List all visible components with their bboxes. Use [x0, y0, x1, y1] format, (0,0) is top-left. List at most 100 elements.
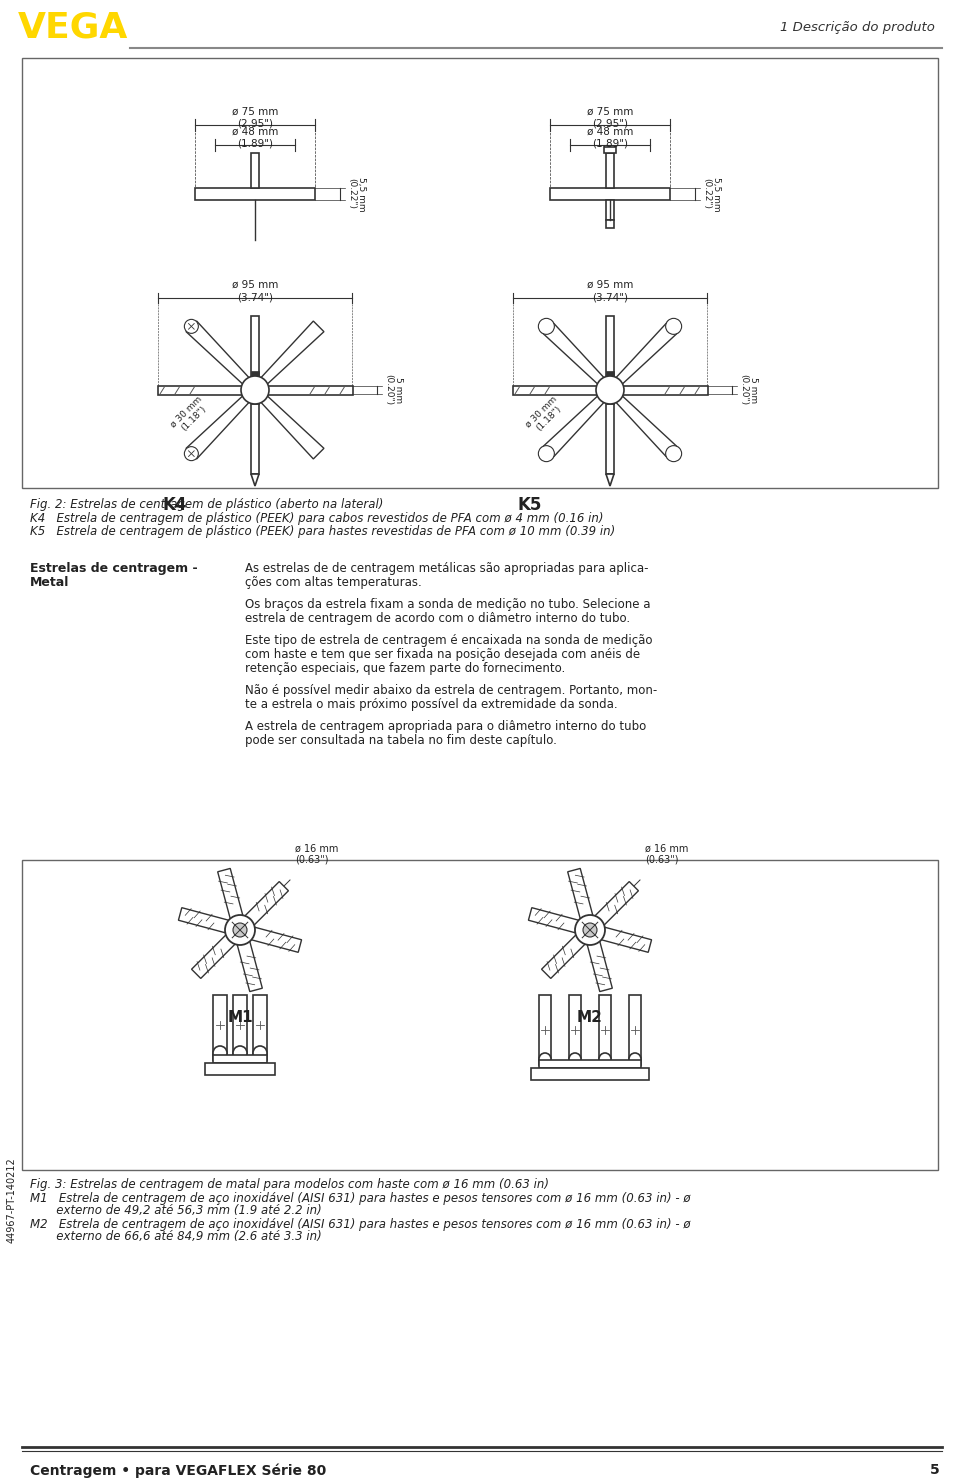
Circle shape: [665, 318, 682, 335]
Bar: [158, 387, 353, 395]
Circle shape: [596, 376, 624, 404]
Text: 5 mm
(0.20"): 5 mm (0.20"): [739, 375, 758, 406]
Text: Metal: Metal: [30, 576, 69, 589]
Bar: [213, 995, 227, 1060]
Text: K4   Estrela de centragem de plástico (PEEK) para cabos revestidos de PFA com ø : K4 Estrela de centragem de plástico (PEE…: [30, 512, 604, 524]
Bar: [539, 995, 551, 1065]
Text: externo de 49,2 até 56,3 mm (1.9 até 2.2 in): externo de 49,2 até 56,3 mm (1.9 até 2.2…: [30, 1204, 322, 1217]
Text: externo de 66,6 até 84,9 mm (2.6 até 3.3 in): externo de 66,6 até 84,9 mm (2.6 até 3.3…: [30, 1231, 322, 1243]
Text: 5 mm
(0.20"): 5 mm (0.20"): [384, 375, 403, 406]
Text: ções com altas temperaturas.: ções com altas temperaturas.: [245, 576, 421, 589]
Bar: [539, 1060, 641, 1068]
Text: (3.74"): (3.74"): [592, 292, 628, 302]
Polygon shape: [251, 474, 259, 486]
Polygon shape: [179, 908, 242, 936]
Circle shape: [665, 446, 682, 462]
Circle shape: [583, 923, 597, 937]
Bar: [22, 860, 938, 1170]
Bar: [22, 58, 938, 489]
Bar: [251, 315, 259, 387]
Text: 5,5 mm
(0.22"): 5,5 mm (0.22"): [702, 176, 721, 212]
Bar: [629, 995, 641, 1065]
Text: ø 95 mm: ø 95 mm: [231, 280, 278, 290]
Circle shape: [225, 915, 255, 945]
Bar: [606, 394, 614, 474]
Text: M2   Estrela de centragem de aço inoxidável (AISI 631) para hastes e pesos tenso: M2 Estrela de centragem de aço inoxidáve…: [30, 1217, 690, 1231]
Bar: [606, 372, 614, 376]
Circle shape: [213, 1046, 227, 1060]
Circle shape: [184, 320, 199, 333]
Text: Fig. 2: Estrelas de centragem de plástico (aberto na lateral): Fig. 2: Estrelas de centragem de plástic…: [30, 498, 383, 511]
Text: Centragem • para VEGAFLEX Série 80: Centragem • para VEGAFLEX Série 80: [30, 1463, 326, 1478]
Text: ø 75 mm: ø 75 mm: [587, 107, 634, 117]
Text: (2.95"): (2.95"): [237, 118, 273, 129]
Polygon shape: [192, 926, 245, 979]
Text: ø 95 mm: ø 95 mm: [587, 280, 634, 290]
Bar: [213, 1054, 267, 1063]
Text: K5   Estrela de centragem de plástico (PEEK) para hastes revestidas de PFA com ø: K5 Estrela de centragem de plástico (PEE…: [30, 524, 615, 538]
Circle shape: [233, 1046, 247, 1060]
Text: pode ser consultada na tabela no fim deste capítulo.: pode ser consultada na tabela no fim des…: [245, 735, 557, 746]
Text: K5: K5: [517, 496, 542, 514]
Text: (3.74"): (3.74"): [237, 292, 273, 302]
Bar: [606, 398, 614, 404]
Polygon shape: [606, 474, 614, 486]
Circle shape: [253, 1046, 267, 1060]
Circle shape: [575, 915, 605, 945]
Polygon shape: [586, 881, 638, 935]
Text: ø 16 mm
(0.63"): ø 16 mm (0.63"): [295, 843, 338, 865]
Text: (1.89"): (1.89"): [592, 139, 628, 150]
Polygon shape: [252, 387, 324, 459]
Text: Este tipo de estrela de centragem é encaixada na sonda de medição: Este tipo de estrela de centragem é enca…: [245, 634, 653, 647]
Bar: [606, 315, 614, 387]
Text: M2: M2: [577, 1010, 603, 1025]
Circle shape: [599, 1053, 611, 1065]
Bar: [606, 153, 614, 188]
Polygon shape: [607, 321, 679, 392]
Text: te a estrela o mais próximo possível da extremidade da sonda.: te a estrela o mais próximo possível da …: [245, 698, 617, 711]
Bar: [251, 372, 259, 376]
Polygon shape: [218, 868, 247, 932]
Text: Não é possível medir abaixo da estrela de centragem. Portanto, mon-: Não é possível medir abaixo da estrela d…: [245, 684, 658, 698]
Polygon shape: [541, 926, 594, 979]
Bar: [251, 398, 259, 404]
Circle shape: [539, 446, 554, 462]
Bar: [599, 995, 611, 1065]
Text: 5,5 mm
(0.22"): 5,5 mm (0.22"): [347, 176, 367, 212]
Polygon shape: [186, 387, 258, 459]
Text: ø 30 mm
(1.18"): ø 30 mm (1.18"): [524, 394, 566, 435]
Bar: [606, 200, 614, 221]
Text: com haste e tem que ser fixada na posição desejada com anéis de: com haste e tem que ser fixada na posiçã…: [245, 649, 640, 661]
Text: M1: M1: [228, 1010, 252, 1025]
Text: M1   Estrela de centragem de aço inoxidável (AISI 631) para hastes e pesos tenso: M1 Estrela de centragem de aço inoxidáve…: [30, 1192, 690, 1206]
Text: Os braços da estrela fixam a sonda de medição no tubo. Selecione a: Os braços da estrela fixam a sonda de me…: [245, 598, 651, 612]
Polygon shape: [528, 908, 591, 936]
Circle shape: [569, 1053, 581, 1065]
Text: ø 30 mm
(1.18"): ø 30 mm (1.18"): [169, 394, 211, 435]
Text: 1 Descrição do produto: 1 Descrição do produto: [780, 22, 935, 34]
Text: estrela de centragem de acordo com o diâmetro interno do tubo.: estrela de centragem de acordo com o diâ…: [245, 612, 630, 625]
Text: 5: 5: [930, 1463, 940, 1477]
Polygon shape: [541, 387, 612, 459]
Bar: [205, 1063, 275, 1075]
Polygon shape: [235, 881, 288, 935]
Text: As estrelas de de centragem metálicas são apropriadas para aplica-: As estrelas de de centragem metálicas sã…: [245, 561, 649, 575]
Circle shape: [539, 1053, 551, 1065]
Circle shape: [184, 447, 199, 461]
Text: VEGA: VEGA: [18, 10, 129, 44]
Text: K4: K4: [163, 496, 187, 514]
Text: retenção especiais, que fazem parte do fornecimento.: retenção especiais, que fazem parte do f…: [245, 662, 565, 675]
Bar: [531, 1068, 649, 1080]
Bar: [251, 394, 259, 474]
Text: Fig. 3: Estrelas de centragem de matal para modelos com haste com ø 16 mm (0.63 : Fig. 3: Estrelas de centragem de matal p…: [30, 1177, 549, 1191]
Bar: [233, 995, 247, 1060]
Circle shape: [629, 1053, 641, 1065]
Text: ø 48 mm: ø 48 mm: [231, 127, 278, 138]
Text: ø 16 mm
(0.63"): ø 16 mm (0.63"): [645, 843, 688, 865]
Text: ø 75 mm: ø 75 mm: [231, 107, 278, 117]
Polygon shape: [238, 924, 301, 952]
Circle shape: [241, 376, 269, 404]
Bar: [251, 153, 259, 188]
Bar: [195, 188, 315, 200]
Polygon shape: [233, 929, 262, 992]
